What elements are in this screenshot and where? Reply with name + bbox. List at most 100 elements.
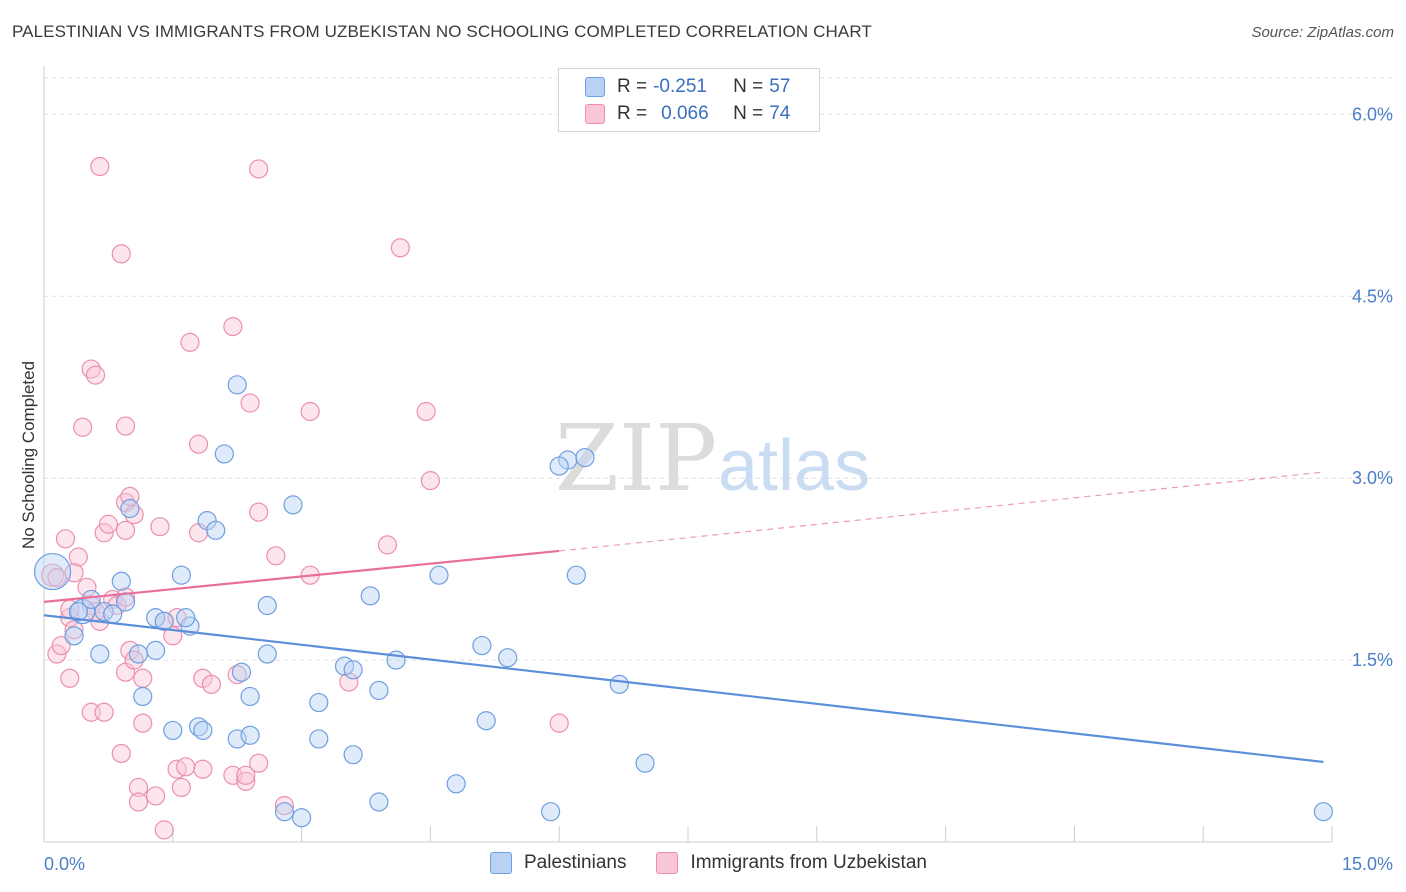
trend-line-immigrants — [43, 549, 560, 603]
legend-r-label: R = — [617, 76, 648, 97]
point-immigrants — [77, 577, 97, 597]
y-axis-label: No Schooling Completed — [19, 361, 38, 549]
point-palestinians — [64, 626, 84, 646]
point-immigrants — [150, 517, 170, 537]
point-immigrants — [128, 777, 149, 798]
point-immigrants — [377, 535, 398, 555]
point-palestinians — [231, 662, 252, 682]
point-immigrants — [68, 547, 88, 567]
watermark: ZIP atlas — [555, 405, 870, 512]
y-tick-label: 1.5% — [1352, 650, 1393, 670]
point-palestinians — [274, 802, 295, 822]
point-palestinians — [171, 565, 191, 585]
point-palestinians — [111, 571, 131, 591]
point-palestinians — [214, 444, 234, 464]
point-palestinians — [163, 720, 183, 741]
point-palestinians — [472, 635, 492, 656]
point-immigrants — [94, 702, 114, 722]
point-immigrants — [266, 546, 286, 566]
point-palestinians — [128, 644, 149, 664]
gridlines — [44, 77, 1392, 661]
correlation-legend: R = -0.251 N = 57 R = 0.066 N = 74 — [558, 68, 820, 132]
legend-r-label: R = — [617, 103, 648, 124]
point-immigrants — [390, 238, 410, 258]
series-legend-palestinians: Palestinians — [490, 852, 626, 874]
legend-n-value-palestinians: 57 — [769, 76, 791, 97]
point-immigrants — [420, 471, 440, 491]
point-immigrants — [223, 317, 243, 337]
legend-row-palestinians: R = -0.251 N = 57 — [585, 75, 790, 99]
point-palestinians — [146, 640, 166, 660]
point-palestinians — [90, 644, 110, 664]
point-palestinians — [369, 792, 389, 812]
legend-swatch-palestinians — [585, 77, 605, 97]
point-palestinians — [81, 589, 101, 610]
point-immigrants — [90, 156, 110, 177]
point-immigrants — [55, 529, 76, 549]
point-immigrants — [249, 502, 269, 522]
trend-lines — [43, 471, 1324, 764]
point-immigrants — [339, 672, 359, 692]
point-immigrants — [249, 753, 269, 773]
point-palestinians — [120, 498, 140, 519]
point-immigrants — [60, 668, 80, 688]
point-palestinians — [283, 495, 303, 515]
legend-row-immigrants: R = 0.066 N = 74 — [585, 102, 790, 126]
point-immigrants — [154, 820, 174, 840]
point-immigrants — [133, 668, 153, 688]
point-palestinians — [476, 711, 496, 731]
watermark-atlas: atlas — [718, 426, 870, 506]
point-palestinians — [429, 565, 449, 585]
point-immigrants — [176, 757, 196, 777]
y-tick-label: 6.0% — [1352, 104, 1393, 124]
point-palestinians — [227, 375, 247, 395]
watermark-zip: ZIP — [555, 405, 717, 512]
legend-n-label: N = — [733, 103, 764, 124]
point-immigrants — [115, 416, 136, 436]
point-immigrants — [111, 743, 131, 764]
point-palestinians — [575, 447, 595, 468]
point-palestinians — [292, 808, 312, 828]
trend-line-immigrants-extension — [559, 471, 1324, 552]
point-immigrants — [171, 777, 191, 798]
point-palestinians — [635, 753, 655, 773]
point-palestinians — [369, 680, 389, 701]
point-palestinians — [133, 686, 153, 707]
point-immigrants — [85, 365, 106, 385]
series-swatch-immigrants — [656, 852, 679, 874]
point-immigrants — [193, 759, 213, 779]
point-immigrants — [133, 713, 153, 733]
point-immigrants — [180, 332, 200, 352]
point-immigrants — [51, 635, 71, 656]
legend-r-value-palestinians: -0.251 — [653, 76, 707, 97]
point-immigrants — [236, 765, 256, 785]
point-palestinians — [609, 674, 629, 694]
point-palestinians — [176, 608, 196, 628]
point-immigrants — [240, 393, 260, 413]
trend-line-palestinians — [43, 614, 1324, 764]
point-palestinians — [498, 648, 518, 668]
legend-n-value-immigrants: 74 — [769, 103, 791, 124]
point-palestinians — [541, 802, 561, 822]
series-legend: Palestinians Immigrants from Uzbekistan — [490, 852, 957, 874]
point-palestinians — [309, 729, 329, 749]
point-palestinians — [154, 611, 174, 631]
point-palestinians — [309, 692, 329, 713]
point-immigrants — [115, 520, 136, 540]
point-palestinians — [360, 586, 380, 606]
point-palestinians — [240, 686, 260, 707]
series-legend-immigrants: Immigrants from Uzbekistan — [656, 852, 927, 874]
legend-r-value-immigrants: 0.066 — [661, 103, 709, 124]
point-palestinians — [549, 456, 569, 476]
point-immigrants — [111, 244, 131, 264]
point-immigrants — [146, 786, 166, 806]
point-immigrants — [188, 434, 209, 454]
axes — [43, 66, 1333, 843]
point-immigrants — [128, 792, 149, 812]
point-immigrants — [300, 401, 320, 422]
point-palestinians — [68, 601, 88, 622]
point-palestinians — [33, 552, 72, 591]
point-immigrants — [236, 771, 256, 791]
point-palestinians — [446, 774, 466, 794]
